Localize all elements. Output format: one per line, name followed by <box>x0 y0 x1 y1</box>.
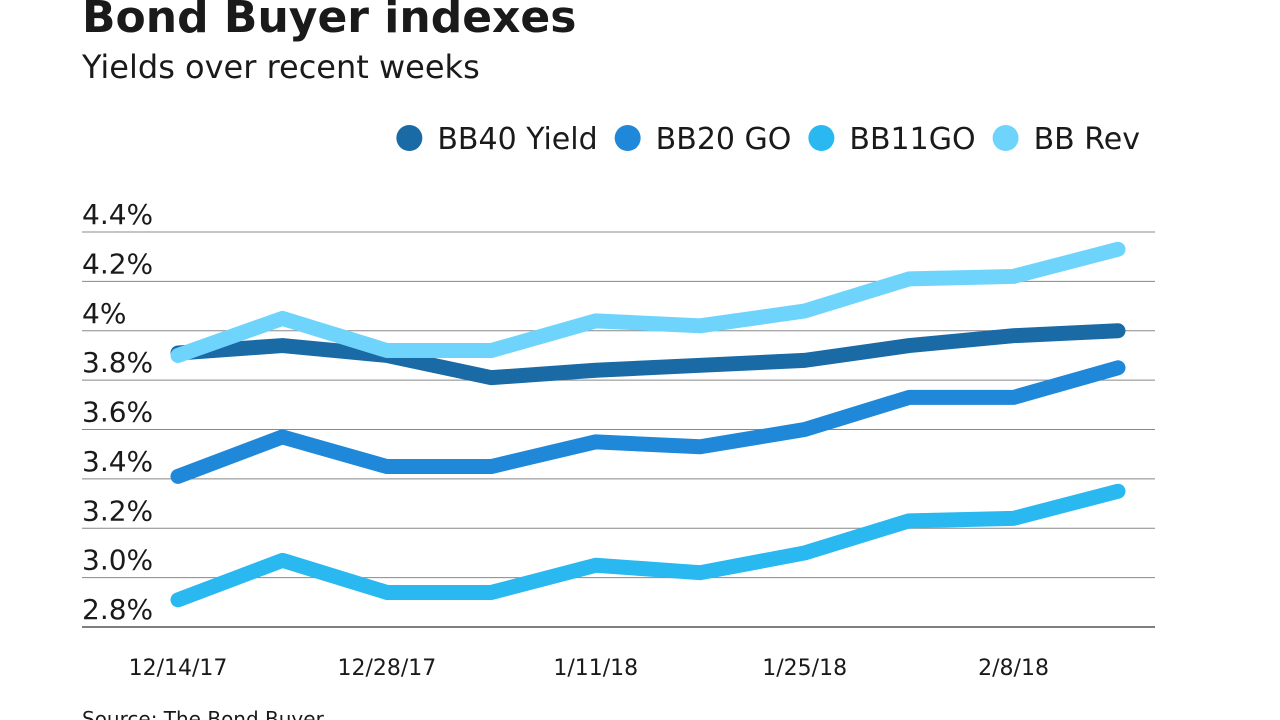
source: Source: The Bond Buyer <box>82 707 325 720</box>
legend-marker <box>614 125 641 151</box>
x-tick-label: 1/25/18 <box>762 656 847 681</box>
y-tick-label: 4.2% <box>82 247 153 280</box>
series-line <box>170 241 1126 363</box>
x-tick-label: 12/14/17 <box>129 656 228 681</box>
x-tick-label: 1/11/18 <box>553 656 638 681</box>
y-tick-label: 3.6% <box>82 396 153 429</box>
x-tick-label: 2/8/18 <box>978 656 1049 681</box>
chart-title: Bond Buyer indexes <box>82 0 576 43</box>
legend-label: BB40 Yield <box>437 122 597 157</box>
y-tick-label: 4.4% <box>82 198 153 231</box>
y-tick-label: 3.2% <box>82 494 153 527</box>
x-tick-label: 12/28/17 <box>337 656 436 681</box>
legend-label: BB Rev <box>1034 122 1140 157</box>
y-tick-label: 3.8% <box>82 346 153 379</box>
y-tick-label: 3.0% <box>82 544 153 577</box>
legend-label: BB11GO <box>849 122 975 157</box>
y-tick-label: 2.8% <box>82 593 153 626</box>
y-tick-label: 4% <box>82 297 126 330</box>
series-line <box>170 323 1126 386</box>
legend-label: BB20 GO <box>656 122 792 157</box>
legend-marker <box>396 125 423 151</box>
legend-marker <box>992 125 1019 151</box>
chart-subtitle: Yields over recent weeks <box>81 48 480 86</box>
series-line <box>170 483 1126 608</box>
series-line <box>170 360 1126 484</box>
y-tick-label: 3.4% <box>82 445 153 478</box>
legend-marker <box>808 125 835 151</box>
